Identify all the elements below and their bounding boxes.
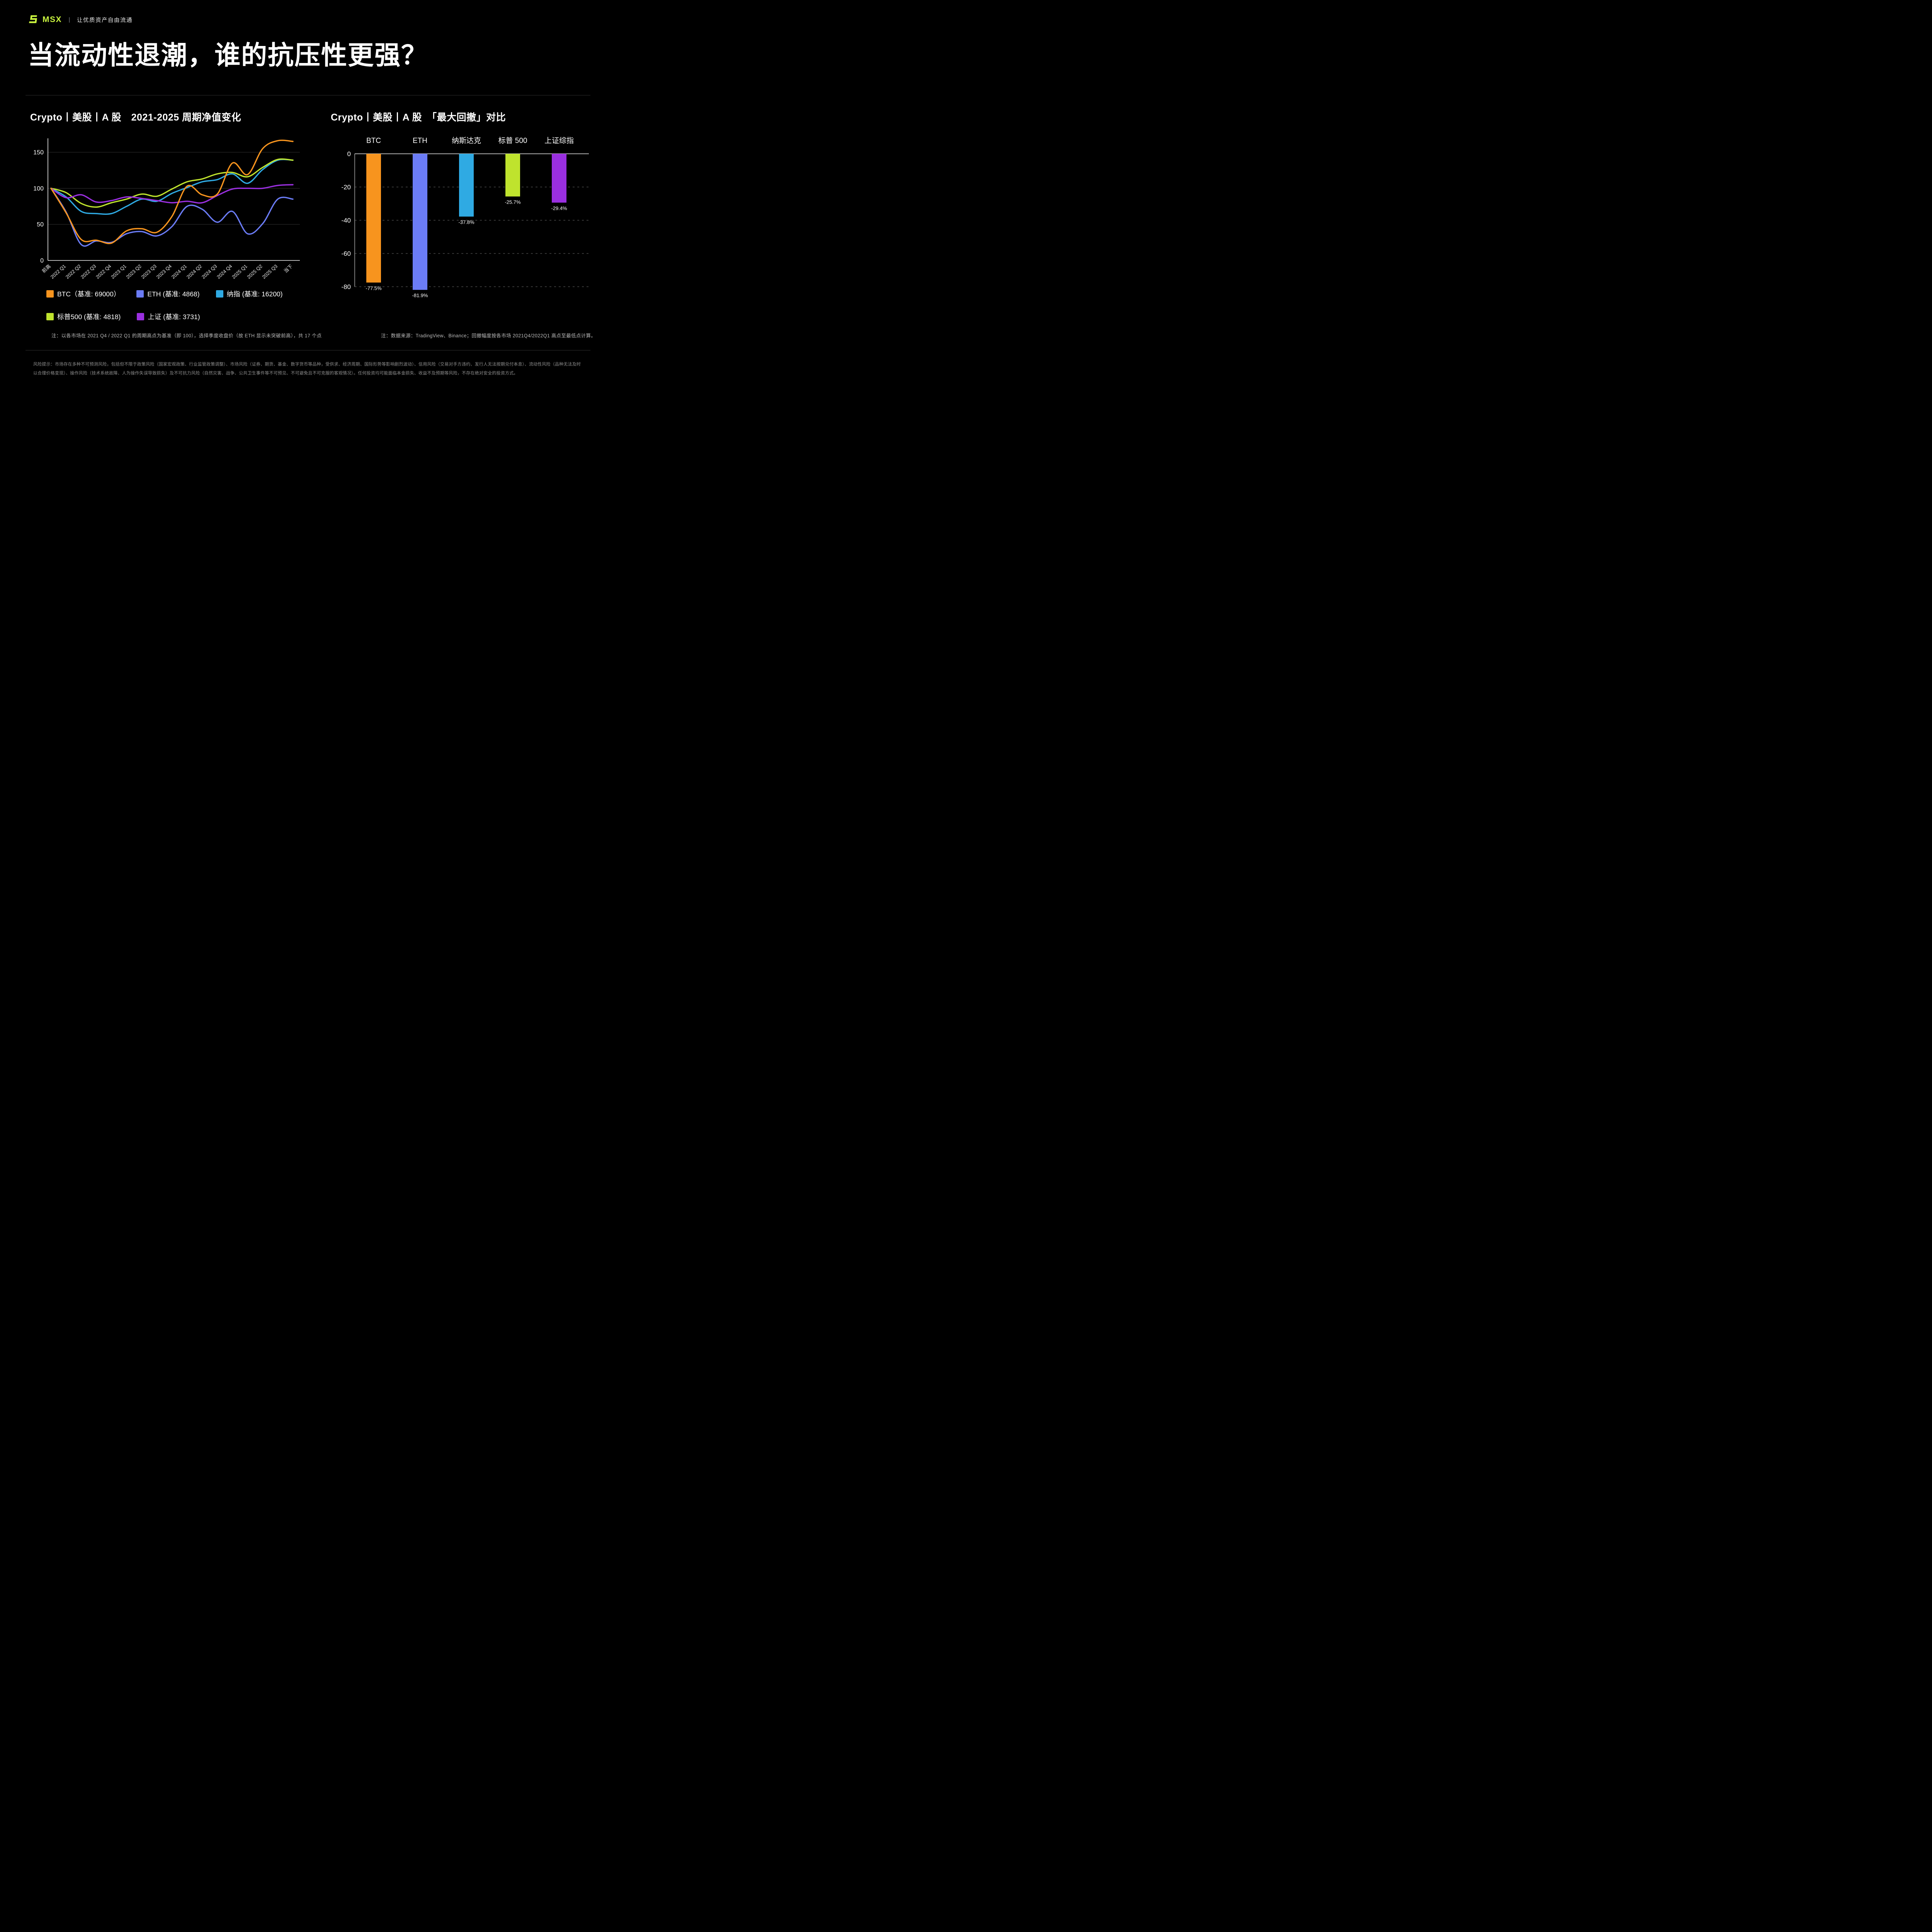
brand-name: MSX — [43, 15, 62, 24]
svg-text:2022 Q4: 2022 Q4 — [95, 264, 112, 280]
line-chart-y-labels: 0 50 100 150 — [33, 150, 44, 264]
legend-item-0: BTC（基准: 69000） — [46, 289, 120, 299]
bar-chart-value-labels: -77.5% -81.9% -37.8% -25.7% -29.4% — [366, 199, 567, 299]
drawdown-bar-4 — [552, 154, 566, 203]
legend-label: 上证 (基准: 3731) — [148, 313, 200, 321]
legend-swatch-icon — [46, 290, 54, 298]
svg-text:2024 Q2: 2024 Q2 — [185, 264, 203, 280]
svg-text:2022 Q1: 2022 Q1 — [49, 264, 67, 280]
svg-text:BTC: BTC — [366, 137, 381, 145]
svg-text:-37.8%: -37.8% — [458, 219, 474, 225]
legend-label: BTC（基准: 69000） — [57, 290, 121, 298]
line-chart-legend: BTC（基准: 69000） ETH (基准: 4868) 纳指 (基准: 1620… — [46, 289, 317, 321]
legend-swatch-icon — [137, 313, 145, 320]
svg-text:上证综指: 上证综指 — [544, 136, 574, 145]
svg-text:-29.4%: -29.4% — [551, 205, 567, 211]
svg-text:当下: 当下 — [283, 264, 294, 274]
series-line-4 — [50, 184, 294, 204]
legend-item-3: 标普500 (基准: 4818) — [46, 312, 121, 321]
svg-text:2025 Q1: 2025 Q1 — [231, 264, 248, 280]
svg-text:2022 Q3: 2022 Q3 — [80, 264, 97, 280]
bar-chart-category-labels: BTC ETH 纳斯达克 标普 500 上证综指 — [366, 136, 574, 145]
legend-item-4: 上证 (基准: 3731) — [137, 312, 200, 321]
bar-chart-note: 注：数据来源：TradingView、Binance；回撤幅度按各市场 2021… — [381, 333, 596, 338]
svg-text:0: 0 — [40, 258, 44, 264]
legend-swatch-icon — [216, 290, 223, 298]
series-line-3 — [50, 158, 294, 208]
svg-text:-77.5%: -77.5% — [366, 285, 382, 291]
bar-chart-title: Crypto丨美股丨A 股 「最大回撤」对比 — [331, 112, 506, 123]
drawdown-bar-0 — [366, 154, 381, 283]
bar-chart: 0 -20 -40 -60 -80 BTC ETH 纳斯达克 标普 500 上证综指 -77.5% -… — [337, 135, 597, 310]
svg-text:2024 Q3: 2024 Q3 — [201, 264, 218, 280]
svg-text:-81.9%: -81.9% — [412, 293, 428, 298]
drawdown-bar-3 — [505, 154, 520, 197]
series-line-1 — [50, 187, 294, 247]
svg-text:前高: 前高 — [41, 263, 52, 274]
svg-text:ETH: ETH — [413, 137, 427, 145]
brand-separator-icon: 丨 — [66, 17, 73, 24]
svg-text:-60: -60 — [341, 250, 351, 257]
drawdown-bar-2 — [459, 154, 474, 217]
svg-text:-80: -80 — [341, 283, 351, 291]
legend-item-2: 纳指 (基准: 16200) — [216, 289, 283, 299]
svg-text:2025 Q3: 2025 Q3 — [261, 264, 279, 280]
risk-disclaimer: 风险提示：市场存在多种不可预测风险，包括但不限于政策风险（国家宏观政策、行业监管… — [33, 362, 581, 376]
legend-label: 标普500 (基准: 4818) — [57, 313, 121, 321]
legend-swatch-icon — [136, 290, 144, 298]
svg-text:0: 0 — [347, 150, 351, 158]
svg-text:100: 100 — [33, 185, 44, 192]
brand-tagline: 让优质资产自由流通 — [77, 17, 133, 24]
svg-text:-40: -40 — [341, 217, 351, 224]
svg-text:2023 Q2: 2023 Q2 — [125, 264, 143, 280]
svg-text:-20: -20 — [341, 184, 351, 191]
svg-text:50: 50 — [37, 221, 44, 228]
svg-text:2023 Q3: 2023 Q3 — [140, 264, 158, 280]
svg-text:2023 Q1: 2023 Q1 — [110, 264, 128, 280]
legend-label: ETH (基准: 4868) — [147, 290, 200, 298]
svg-text:标普 500: 标普 500 — [498, 136, 527, 145]
bar-chart-y-labels: 0 -20 -40 -60 -80 — [341, 150, 351, 291]
drawdown-bar-1 — [413, 154, 427, 290]
legend-swatch-icon — [46, 313, 54, 320]
svg-text:2025 Q2: 2025 Q2 — [246, 264, 264, 280]
series-line-2 — [50, 159, 294, 215]
msx-logo-icon — [27, 14, 39, 26]
line-chart-title: Crypto丨美股丨A 股 2021-2025 周期净值变化 — [30, 112, 242, 123]
line-chart-note: 注：以各市场在 2021 Q4 / 2022 Q1 的周期高点为基准（即 100… — [51, 333, 322, 338]
brand-header: MSX 丨 让优质资产自由流通 — [27, 14, 133, 26]
svg-text:2022 Q2: 2022 Q2 — [65, 264, 82, 280]
svg-text:2024 Q4: 2024 Q4 — [216, 264, 233, 280]
legend-label: 纳指 (基准: 16200) — [226, 290, 283, 298]
svg-text:150: 150 — [33, 150, 44, 156]
page-title: 当流动性退潮，谁的抗压性更强？ — [28, 41, 428, 70]
svg-text:-25.7%: -25.7% — [505, 199, 521, 205]
svg-text:纳斯达克: 纳斯达克 — [452, 136, 481, 145]
series-line-0 — [50, 139, 294, 244]
svg-text:2024 Q1: 2024 Q1 — [170, 264, 188, 280]
svg-text:2023 Q4: 2023 Q4 — [155, 264, 173, 280]
line-chart: 0 50 100 150 前高 2022 Q1 2022 Q2 2022 Q3 2022 Q4 2… — [27, 136, 307, 294]
legend-item-1: ETH (基准: 4868) — [136, 289, 200, 299]
